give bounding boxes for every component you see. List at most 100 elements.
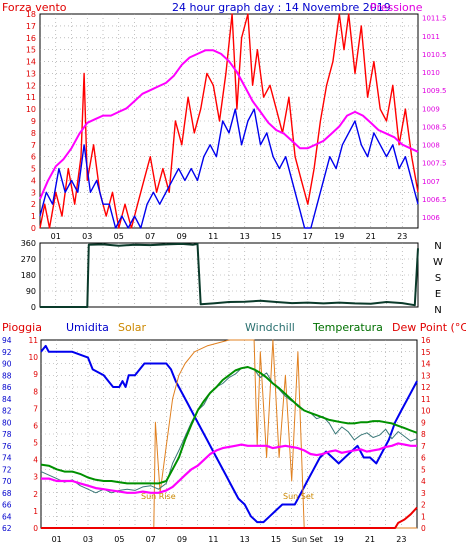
rain-tick-label: 11: [28, 336, 38, 345]
wind-tick-label: 4: [31, 176, 36, 185]
x-tick-label: 19: [334, 232, 344, 241]
wind-tick-label: 1: [31, 212, 36, 221]
wind-tick-label: 14: [26, 58, 36, 67]
rain-tick-label: 3: [33, 473, 38, 482]
pressure-tick-label: 1011: [422, 33, 440, 41]
dewpoint-tick-label: 5: [421, 465, 426, 474]
humidity-tick-label: 72: [2, 465, 12, 474]
pressure-line: [39, 49, 419, 200]
legend-solar: Solar: [118, 321, 147, 334]
solar-line: [41, 339, 417, 529]
humidity-tick-label: 84: [2, 395, 12, 404]
x-tick-label: Sun Set: [292, 535, 323, 544]
pressure-tick-label: 1011.5: [422, 15, 447, 23]
legend-dewpoint: Dew Point (°C): [392, 321, 466, 334]
x-tick-label: 09: [177, 232, 187, 241]
direction-tick-label: 0: [31, 303, 36, 312]
x-tick-label: 11: [208, 232, 218, 241]
pressure-tick-label: 1006.5: [422, 196, 447, 204]
humidity-tick-label: 94: [2, 336, 12, 345]
rain-line: [41, 506, 418, 529]
wind-tick-label: 3: [31, 188, 36, 197]
x-tick-label: 17: [303, 232, 313, 241]
direction-tick-label: 180: [21, 271, 36, 280]
x-tick-label: 21: [365, 535, 375, 544]
humidity-tick-label: 66: [2, 501, 12, 510]
wind-tick-label: 5: [31, 165, 36, 174]
wind-tick-label: 12: [26, 81, 36, 90]
temperature-line: [40, 366, 418, 485]
pressure-tick-label: 1008: [422, 142, 440, 150]
dewpoint-tick-label: 0: [421, 524, 426, 533]
humidity-tick-label: 78: [2, 430, 12, 439]
compass-label: S: [435, 273, 441, 284]
x-tick-label: 19: [334, 535, 344, 544]
x-tick-label: 15: [271, 535, 281, 544]
humidity-tick-label: 90: [2, 360, 12, 369]
humidity-tick-label: 82: [2, 407, 12, 416]
x-tick-label: 01: [51, 232, 61, 241]
pressure-tick-label: 1010.5: [422, 51, 447, 59]
pressure-axis-title: Pressione: [370, 1, 423, 14]
pressure-tick-label: 1009: [422, 105, 440, 113]
dewpoint-tick-label: 15: [421, 348, 431, 357]
direction-tick-label: 270: [21, 255, 36, 264]
compass-label: E: [435, 289, 441, 300]
humidity-tick-label: 68: [2, 489, 12, 498]
humidity-tick-label: 62: [2, 524, 12, 533]
wind-axis-title: Forza vento: [2, 1, 67, 14]
dewpoint-tick-label: 2: [421, 501, 426, 510]
wind-pressure-panel: 012345678910111213141516171810061006.510…: [26, 10, 447, 241]
dewpoint-tick-label: 1: [421, 512, 426, 521]
pressure-tick-label: 1009.5: [422, 87, 447, 95]
chart-title: 24 hour graph day : 14 Novembre 2019: [172, 1, 391, 14]
legend-umidita: Umidita: [66, 321, 109, 334]
pressure-tick-label: 1010: [422, 69, 440, 77]
dewpoint-tick-label: 7: [421, 442, 426, 451]
x-tick-label: 03: [82, 232, 92, 241]
x-tick-label: 11: [208, 535, 218, 544]
rain-tick-label: 10: [28, 353, 38, 362]
x-tick-label: 01: [52, 535, 62, 544]
dewpoint-tick-label: 8: [421, 430, 426, 439]
dewpoint-tick-label: 13: [421, 371, 431, 380]
dewpoint-tick-label: 9: [421, 418, 426, 427]
x-tick-label: 07: [145, 232, 155, 241]
rain-tick-label: 1: [33, 507, 38, 516]
legend-windchill: Windchill: [245, 321, 295, 334]
pressure-tick-label: 1007.5: [422, 160, 447, 168]
wind-tick-label: 10: [26, 105, 36, 114]
rain-tick-label: 4: [33, 456, 38, 465]
wind-gust-line: [39, 13, 419, 229]
pressure-tick-label: 1007: [422, 178, 440, 186]
wind-tick-label: 8: [31, 129, 36, 138]
x-tick-label: 15: [271, 232, 281, 241]
rain-tick-label: 7: [33, 404, 38, 413]
pressure-tick-label: 1008.5: [422, 123, 447, 131]
sunrise-annotation: Sun Rise: [141, 492, 176, 501]
wind-tick-label: 7: [31, 141, 36, 150]
humidity-tick-label: 92: [2, 348, 12, 357]
x-tick-label: 13: [240, 232, 250, 241]
legend-pioggia: Pioggia: [2, 321, 42, 334]
humidity-tick-label: 80: [2, 418, 12, 427]
humidity-tick-label: 88: [2, 371, 12, 380]
dewpoint-tick-label: 10: [421, 407, 431, 416]
direction-tick-label: 90: [26, 287, 36, 296]
wind-tick-label: 16: [26, 34, 36, 43]
x-tick-label: 07: [146, 535, 156, 544]
humidity-tick-label: 64: [2, 512, 12, 521]
dewpoint-tick-label: 14: [421, 360, 431, 369]
wind-tick-label: 18: [26, 10, 36, 19]
x-tick-label: 23: [396, 535, 406, 544]
direction-tick-label: 360: [21, 239, 36, 248]
wind-tick-label: 9: [31, 117, 36, 126]
wind-speed-line: [39, 108, 419, 229]
x-tick-label: 21: [366, 232, 376, 241]
rain-tick-label: 5: [33, 439, 38, 448]
wind-tick-label: 17: [26, 22, 36, 31]
legend-temperatura: Temperatura: [312, 321, 383, 334]
rain-tick-label: 9: [33, 370, 38, 379]
humidity-tick-label: 76: [2, 442, 12, 451]
